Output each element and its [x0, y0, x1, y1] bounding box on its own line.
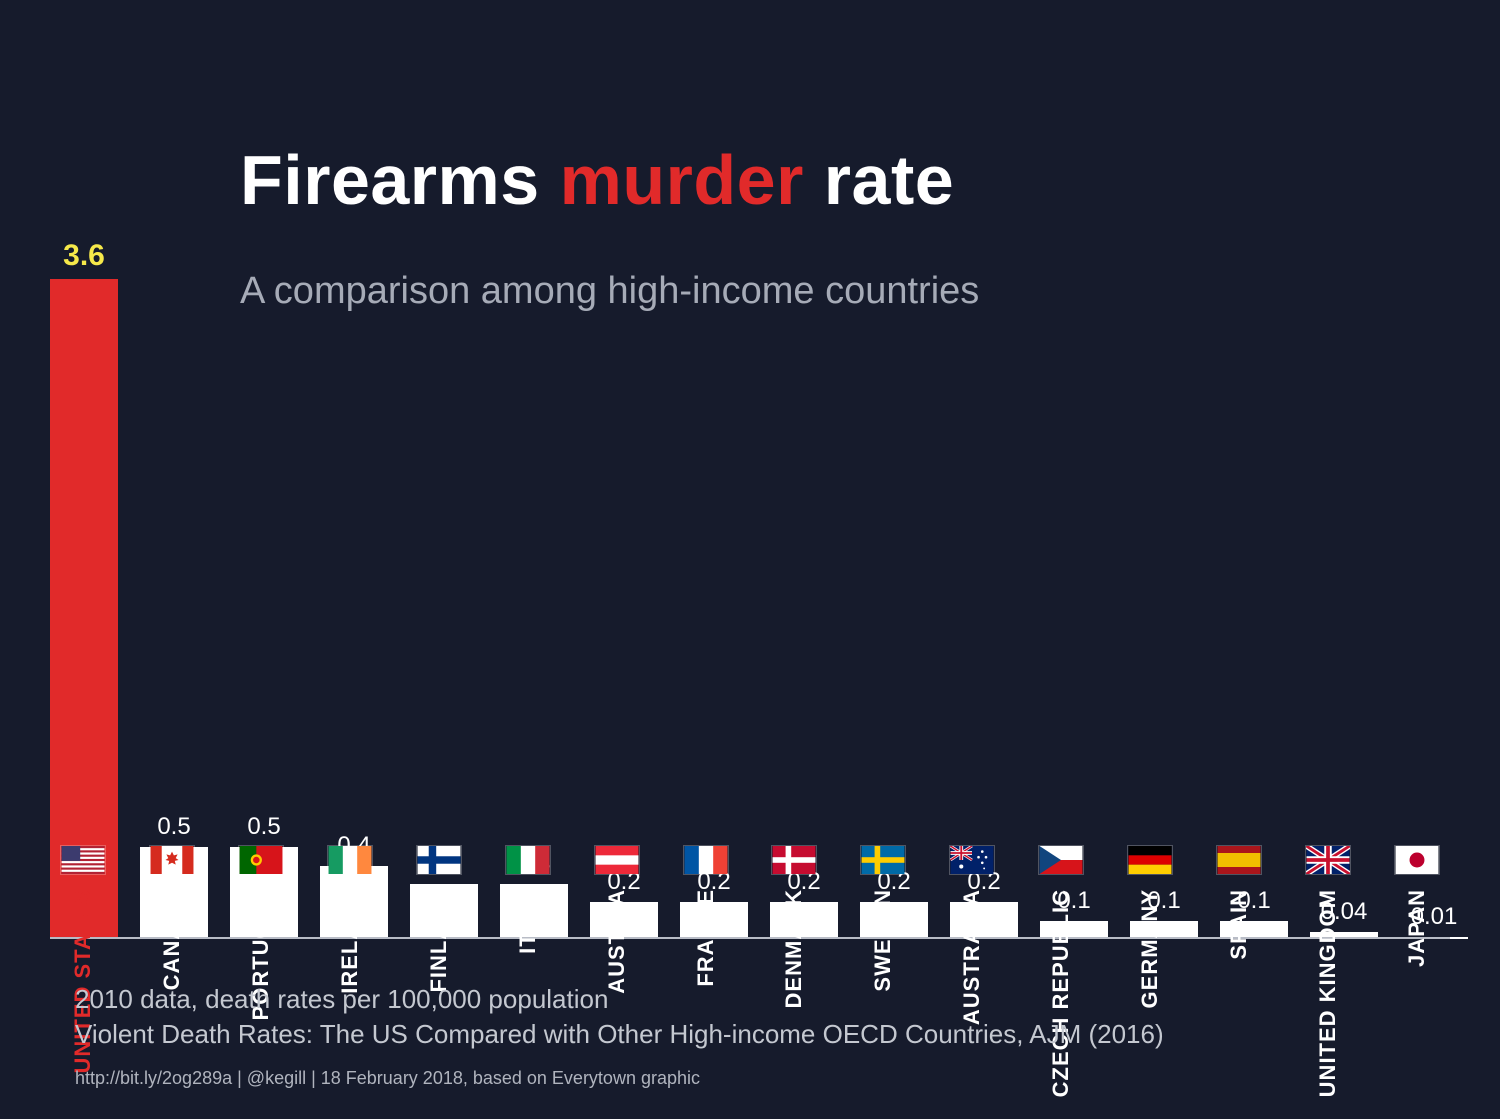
chart-title: Firearms murder rate — [240, 140, 979, 220]
country-name-label: FRANCE — [693, 889, 719, 987]
footer-credit: http://bit.ly/2og289a | @kegill | 18 Feb… — [75, 1068, 1450, 1089]
flag-icon — [771, 835, 817, 875]
flag-icon — [416, 835, 462, 875]
flag-icon — [1305, 835, 1351, 875]
footer-data-note: 2010 data, death rates per 100,000 popul… — [75, 984, 1450, 1015]
flag-icon — [860, 835, 906, 875]
flag-icon — [505, 835, 551, 875]
country-name-label: SPAIN — [1226, 889, 1252, 960]
footer-source: Violent Death Rates: The US Compared wit… — [75, 1019, 1450, 1050]
bar-value-label: 3.6 — [63, 239, 105, 273]
flag-icon — [683, 835, 729, 875]
country-name-label: IRELAND — [337, 889, 363, 994]
title-highlight: murder — [560, 141, 804, 219]
flag-icon — [149, 835, 195, 875]
flag-icon — [60, 835, 106, 875]
title-suffix: rate — [804, 141, 954, 219]
bar-chart: 3.6 0.5 0.5 0.4 0.3 0.3 0.2 0.2 0.2 0.2 … — [50, 219, 1450, 939]
country-name-label: SWEDEN — [870, 889, 896, 992]
flag-icon — [1394, 835, 1440, 875]
country-name-label: ITALY — [515, 889, 541, 954]
flag-icon — [1038, 835, 1084, 875]
bars-row: 3.6 0.5 0.5 0.4 0.3 0.3 0.2 0.2 0.2 0.2 … — [50, 219, 1450, 939]
flag-icon — [1127, 835, 1173, 875]
title-prefix: Firearms — [240, 141, 560, 219]
flag-icon — [238, 835, 284, 875]
country-name-label: JAPAN — [1404, 889, 1430, 967]
country-name-label: CANADA — [159, 889, 185, 990]
flag-icon — [327, 835, 373, 875]
country-name-label: AUSTRIA — [604, 889, 630, 994]
country-name-label: FINLAND — [426, 889, 452, 993]
flag-icon — [594, 835, 640, 875]
chart-footer: 2010 data, death rates per 100,000 popul… — [75, 984, 1450, 1089]
flag-icon — [1216, 835, 1262, 875]
flag-icon — [949, 835, 995, 875]
